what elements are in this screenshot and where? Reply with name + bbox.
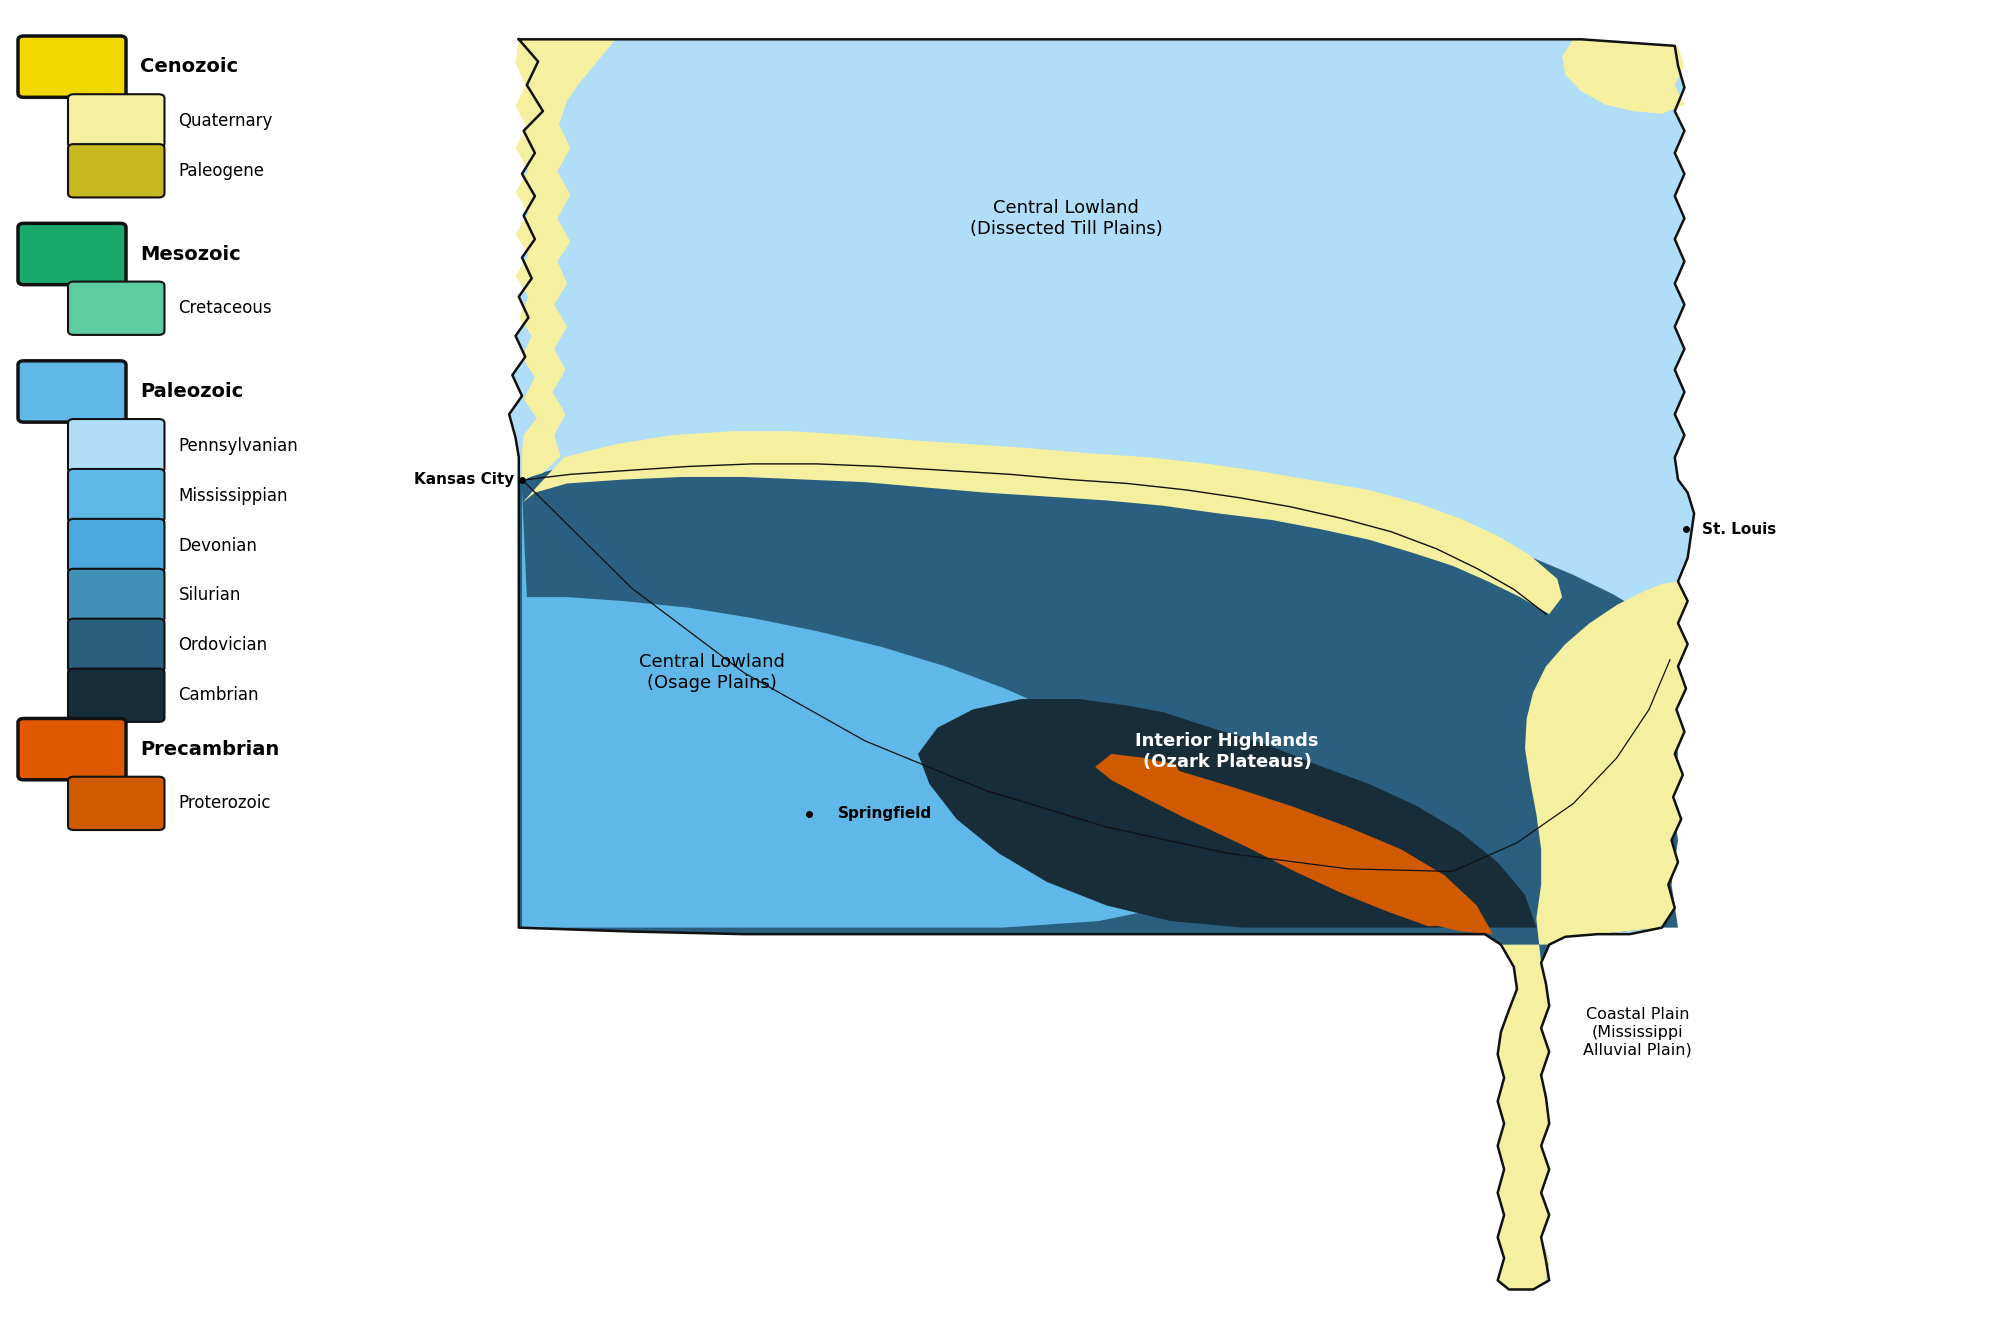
Text: Pennsylvanian: Pennsylvanian	[178, 437, 298, 455]
Text: Mississippian: Mississippian	[178, 487, 288, 505]
Text: Precambrian: Precambrian	[140, 740, 280, 758]
FancyBboxPatch shape	[68, 95, 164, 148]
Polygon shape	[918, 698, 1536, 928]
Text: Interior Highlands
(Ozark Plateaus): Interior Highlands (Ozark Plateaus)	[1136, 732, 1318, 770]
FancyBboxPatch shape	[68, 469, 164, 523]
Text: Central Lowland
(Osage Plains): Central Lowland (Osage Plains)	[640, 653, 784, 692]
FancyBboxPatch shape	[68, 569, 164, 623]
FancyBboxPatch shape	[68, 281, 164, 335]
Text: Cambrian: Cambrian	[178, 686, 258, 704]
Text: Springfield: Springfield	[838, 806, 932, 821]
FancyBboxPatch shape	[68, 777, 164, 830]
FancyBboxPatch shape	[18, 718, 126, 780]
FancyBboxPatch shape	[68, 144, 164, 197]
Polygon shape	[510, 39, 1694, 1289]
Text: Cenozoic: Cenozoic	[140, 57, 238, 76]
Text: St. Louis: St. Louis	[1702, 521, 1776, 537]
FancyBboxPatch shape	[68, 419, 164, 472]
FancyBboxPatch shape	[18, 361, 126, 423]
Text: Paleozoic: Paleozoic	[140, 383, 244, 401]
Polygon shape	[522, 432, 1562, 615]
FancyBboxPatch shape	[18, 224, 126, 285]
Polygon shape	[522, 491, 1212, 928]
Text: Proterozoic: Proterozoic	[178, 794, 270, 812]
Text: Cretaceous: Cretaceous	[178, 299, 272, 317]
FancyBboxPatch shape	[68, 519, 164, 572]
FancyBboxPatch shape	[18, 36, 126, 97]
Polygon shape	[1192, 806, 1460, 926]
Text: Central Lowland
(Dissected Till Plains): Central Lowland (Dissected Till Plains)	[970, 199, 1162, 237]
FancyBboxPatch shape	[68, 619, 164, 672]
Polygon shape	[516, 39, 616, 480]
Text: Paleogene: Paleogene	[178, 161, 264, 180]
Text: Silurian: Silurian	[178, 587, 240, 604]
Polygon shape	[1562, 39, 1684, 113]
Polygon shape	[518, 448, 1678, 1289]
Polygon shape	[1498, 581, 1688, 1289]
Text: Mesozoic: Mesozoic	[140, 244, 240, 264]
Text: Coastal Plain
(Mississippi
Alluvial Plain): Coastal Plain (Mississippi Alluvial Plai…	[1584, 1008, 1692, 1057]
Polygon shape	[1096, 754, 1492, 934]
Text: Devonian: Devonian	[178, 536, 258, 555]
FancyBboxPatch shape	[68, 669, 164, 722]
Text: Ordovician: Ordovician	[178, 636, 268, 655]
Text: Quaternary: Quaternary	[178, 112, 272, 129]
Text: Kansas City: Kansas City	[414, 472, 514, 487]
